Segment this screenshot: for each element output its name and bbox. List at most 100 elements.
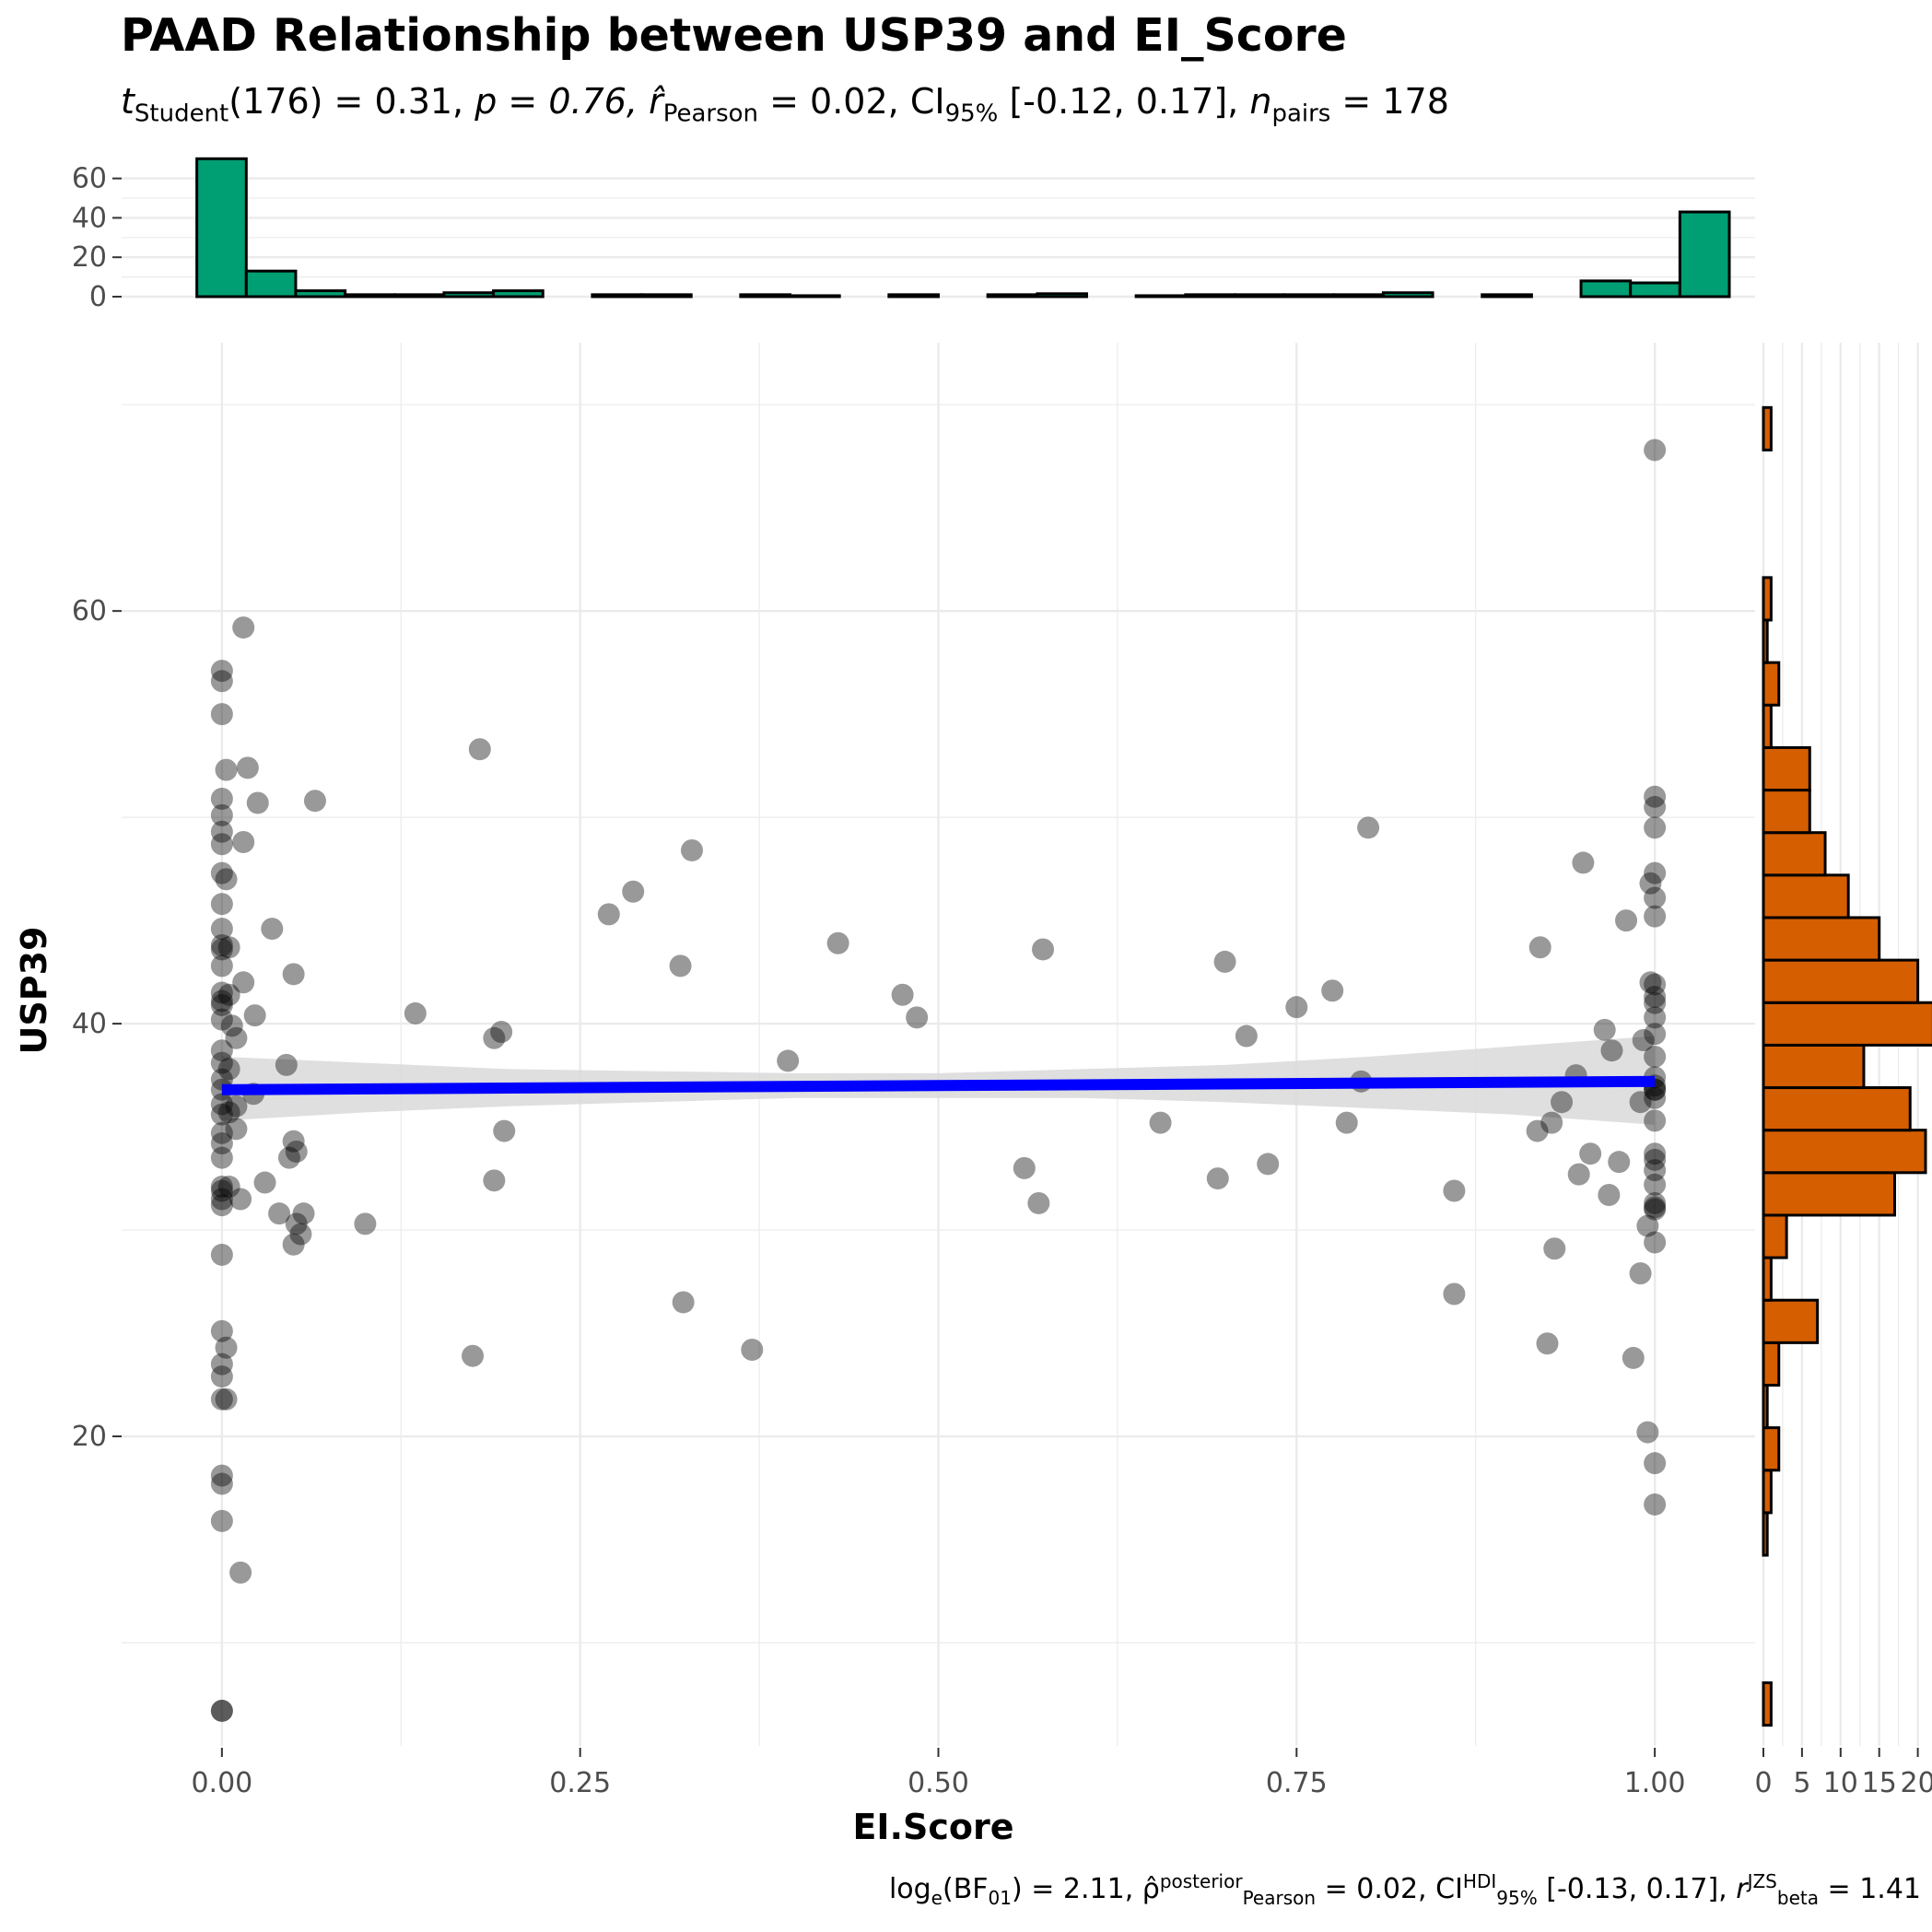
- data-point: [282, 1130, 305, 1153]
- regression-line-path: [221, 1075, 1656, 1095]
- data-point: [210, 989, 233, 1013]
- right-hist-tick-label: 5: [1793, 1767, 1810, 1799]
- data-point: [1536, 1332, 1559, 1355]
- data-point: [210, 1103, 233, 1126]
- data-point: [229, 1561, 252, 1584]
- data-point: [1608, 1151, 1631, 1174]
- y-tick-label: 20: [72, 1421, 107, 1453]
- right-hist-bar: [1762, 1043, 1866, 1090]
- right-hist-bar: [1762, 1213, 1788, 1259]
- data-point: [282, 1233, 305, 1256]
- subtitle-r-value: = 0.02, CI: [758, 81, 945, 122]
- data-point: [354, 1212, 377, 1235]
- right-hist-x-axis: 0 5 10 15 20: [1754, 1748, 1932, 1799]
- bayes-caption: loge(BF01) = 2.11, ρ̂posteriorPearson = …: [889, 1870, 1921, 1909]
- top-hist-bar: [442, 291, 496, 299]
- top-hist-bar: [1184, 293, 1236, 299]
- data-point: [277, 1146, 300, 1169]
- top-hist-tick-label: 60: [72, 163, 107, 195]
- data-point: [1285, 996, 1308, 1019]
- data-point: [210, 787, 233, 810]
- top-hist-bar: [986, 293, 1039, 299]
- data-point: [1629, 1091, 1652, 1114]
- top-hist-bar: [492, 289, 544, 299]
- data-point: [217, 1058, 240, 1081]
- data-point: [210, 1319, 233, 1342]
- subtitle-n-sub: pairs: [1271, 100, 1331, 128]
- x-axis-title: EI.Score: [852, 1807, 1013, 1847]
- main-grid: [122, 343, 1755, 1746]
- scatter-points: [210, 439, 1667, 1722]
- data-point: [1540, 1111, 1563, 1134]
- top-hist-bar: [294, 289, 347, 299]
- data-point: [225, 1095, 248, 1118]
- data-point: [253, 1171, 276, 1194]
- right-hist-bar: [1762, 1469, 1773, 1515]
- data-point: [1644, 1142, 1667, 1165]
- data-point: [1644, 1196, 1667, 1219]
- data-point: [1644, 795, 1667, 818]
- top-hist-bar: [887, 293, 941, 299]
- data-point: [680, 838, 703, 861]
- x-tick-label: 0.00: [191, 1767, 252, 1799]
- data-point: [210, 893, 233, 916]
- y-axis-title: USP39: [14, 927, 54, 1055]
- top-hist-bar: [1629, 281, 1681, 299]
- top-hist-bar: [1481, 293, 1533, 299]
- data-point: [1644, 1045, 1667, 1068]
- data-point: [1013, 1156, 1036, 1179]
- right-hist-bar: [1762, 745, 1811, 792]
- y-tick-label: 40: [72, 1008, 107, 1040]
- top-hist-bar: [1036, 292, 1088, 299]
- data-point: [1644, 1493, 1667, 1516]
- data-point: [210, 1509, 233, 1532]
- data-point: [1644, 1198, 1667, 1221]
- caption-log-sub: e: [931, 1887, 943, 1909]
- right-hist-bar: [1762, 405, 1773, 451]
- data-point: [1644, 1006, 1667, 1029]
- data-point: [285, 1212, 308, 1235]
- data-point: [1644, 905, 1667, 928]
- caption-bf-value: ) = 2.11,: [1011, 1873, 1142, 1905]
- top-hist-grid: [122, 177, 1755, 299]
- data-point: [210, 1472, 233, 1495]
- data-point: [1149, 1111, 1172, 1134]
- top-hist-tick-label: 0: [89, 281, 107, 313]
- top-hist-bar: [1332, 293, 1385, 299]
- data-point: [220, 1014, 243, 1037]
- data-point: [1526, 1119, 1549, 1142]
- data-point: [261, 918, 284, 941]
- data-point: [210, 1243, 233, 1266]
- data-point: [232, 831, 255, 854]
- top-hist-tick-label: 40: [72, 202, 107, 234]
- right-hist-bar: [1762, 873, 1850, 919]
- data-point: [232, 616, 255, 639]
- data-point: [1644, 973, 1667, 996]
- right-hist-bar: [1762, 576, 1773, 622]
- data-point: [1644, 1173, 1667, 1196]
- data-point: [210, 1194, 233, 1217]
- data-point: [622, 880, 645, 903]
- data-point: [210, 660, 233, 683]
- data-point: [210, 1699, 233, 1722]
- top-hist-bar: [1233, 293, 1286, 299]
- caption-log: log: [888, 1873, 931, 1905]
- data-point: [217, 1101, 240, 1124]
- caption-rho: ρ̂: [1142, 1873, 1160, 1905]
- data-point: [777, 1049, 800, 1072]
- data-point: [1639, 872, 1662, 895]
- subtitle-t-sub: Student: [134, 100, 229, 128]
- data-point: [490, 1021, 513, 1044]
- data-point: [225, 1118, 248, 1141]
- data-point: [1206, 1167, 1229, 1190]
- data-point: [1257, 1153, 1280, 1176]
- subtitle-p: p = 0.76,: [474, 81, 650, 122]
- data-point: [285, 1140, 308, 1163]
- caption-rho-sub: Pearson: [1242, 1887, 1317, 1909]
- caption-ci-sup: HDI: [1462, 1870, 1497, 1892]
- data-point: [1027, 1191, 1050, 1214]
- data-point: [210, 1179, 233, 1202]
- data-point: [292, 1202, 315, 1225]
- data-point: [1644, 1023, 1667, 1046]
